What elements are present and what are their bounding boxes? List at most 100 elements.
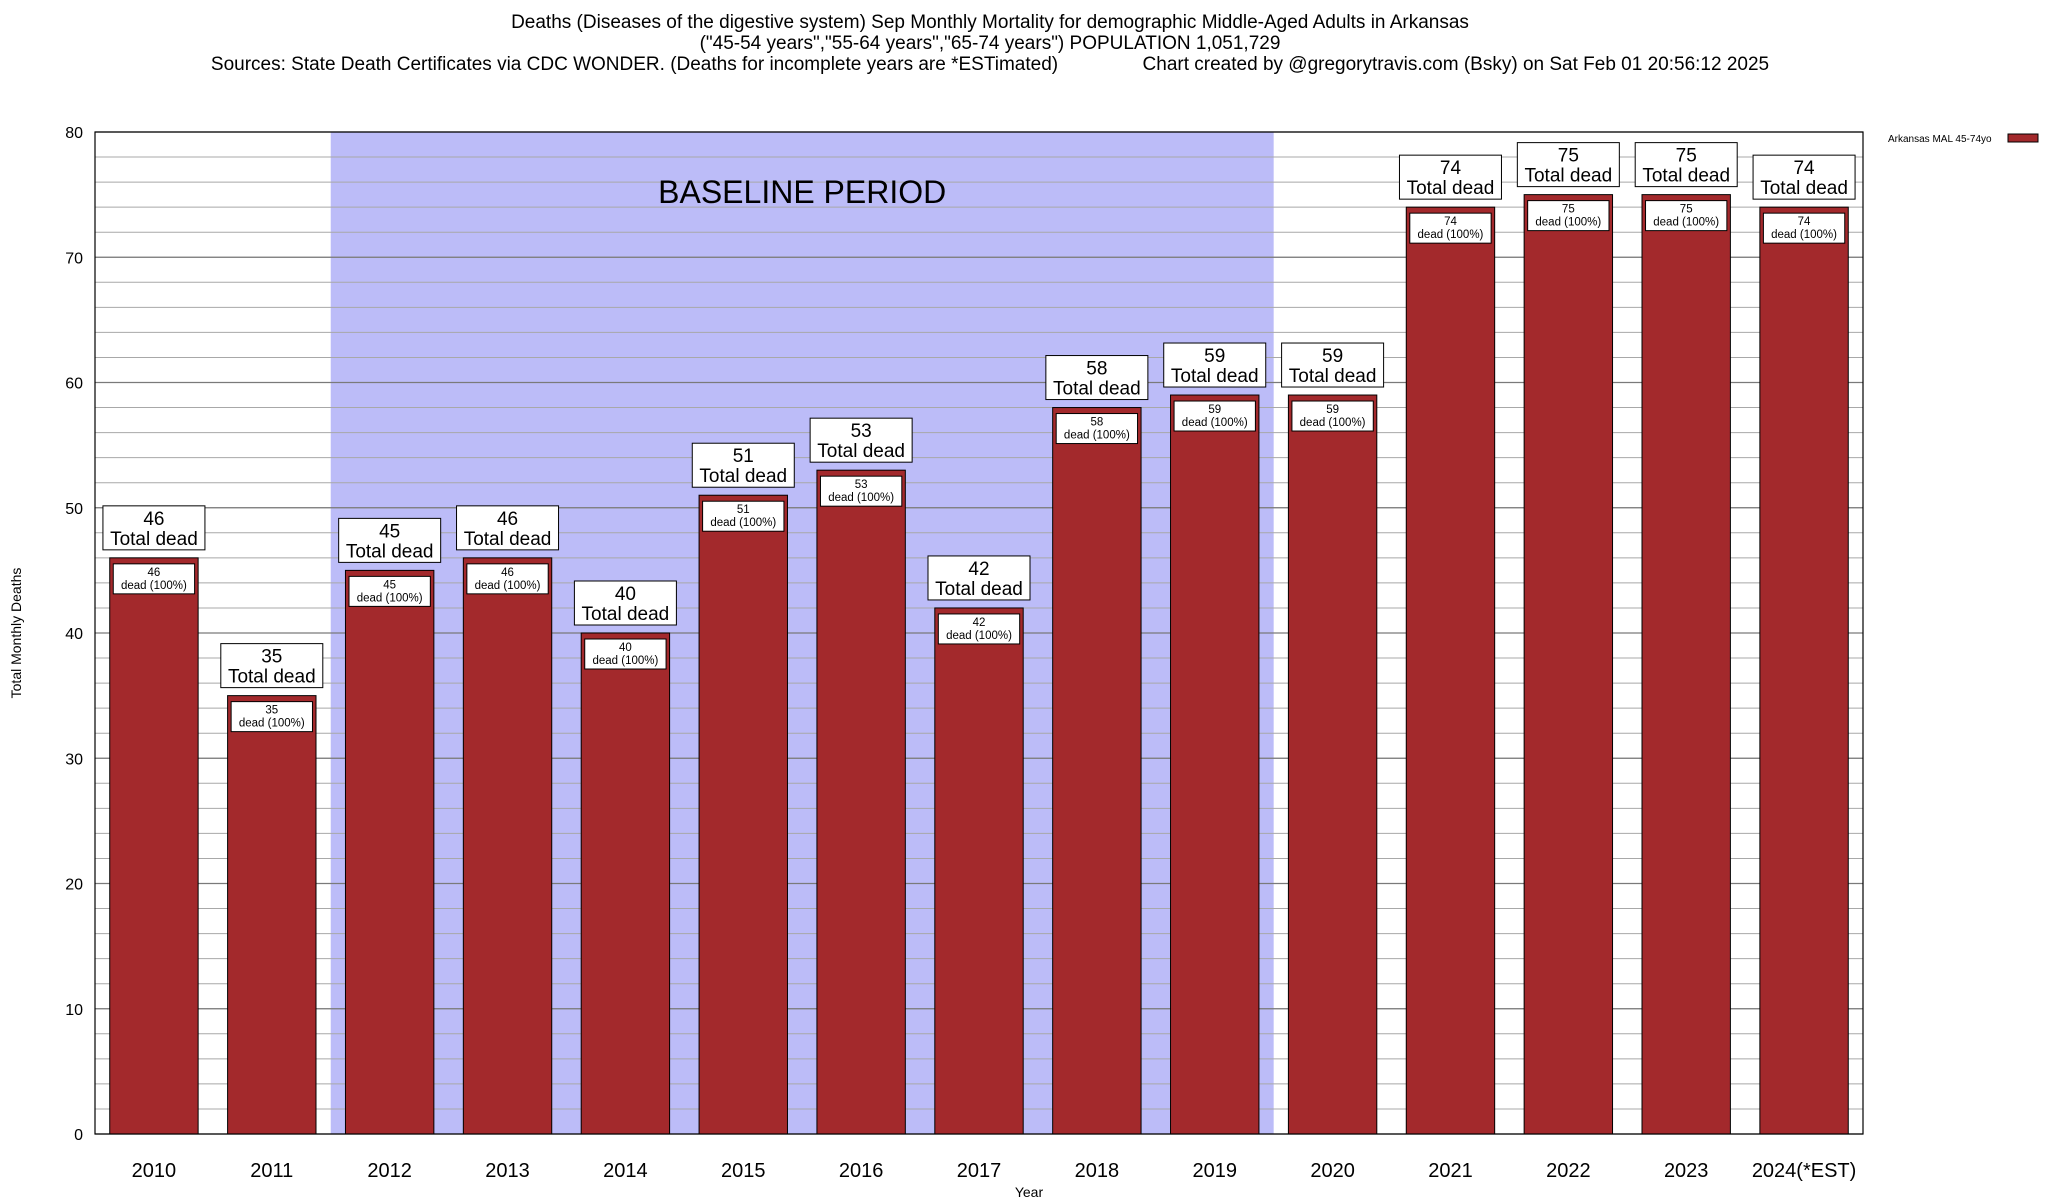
bar	[1641, 194, 1731, 1135]
bar-top-value: 51	[733, 446, 754, 467]
bar-top-label-box	[1163, 342, 1267, 388]
bar-inner-value: 53	[855, 479, 868, 491]
bar-top-value: 58	[1086, 359, 1107, 380]
bar-top-suffix: Total dead	[817, 441, 905, 462]
bar-top-value: 75	[1558, 146, 1579, 167]
plot-frame	[94, 131, 1864, 1135]
bar-inner-value: 75	[1562, 204, 1575, 216]
bar-inner-suffix: dead (100%)	[1182, 417, 1248, 429]
bar-top-suffix: Total dead	[1171, 366, 1259, 387]
bar-inner-suffix: dead (100%)	[1418, 229, 1484, 241]
bar	[1287, 394, 1378, 1135]
chart-title: Deaths (Diseases of the digestive system…	[511, 12, 1469, 33]
bar-top-label-box	[1516, 142, 1620, 188]
chart-title-block: Deaths (Diseases of the digestive system…	[0, 12, 1980, 75]
bar-inner-suffix: dead (100%)	[1300, 417, 1366, 429]
bar-inner-suffix: dead (100%)	[1535, 217, 1601, 229]
bar-inner-value: 58	[1090, 417, 1103, 429]
bar-inner-value: 51	[737, 504, 750, 516]
bar-top-suffix: Total dead	[228, 667, 316, 688]
bar-inner-label-box	[819, 475, 903, 507]
chart-source-line: Sources: State Death Certificates via CD…	[210, 54, 1770, 75]
x-tick-label: 2018	[1075, 1160, 1120, 1182]
bar	[934, 607, 1024, 1135]
bar	[580, 632, 671, 1135]
bar-inner-label-box	[1055, 413, 1139, 445]
y-tick-label: 80	[65, 125, 83, 142]
y-tick-label: 70	[65, 250, 83, 267]
bar-inner-label-box	[1762, 212, 1846, 244]
bar-inner-suffix: dead (100%)	[1653, 217, 1719, 229]
bar	[227, 695, 317, 1135]
legend-swatch	[2007, 133, 2039, 143]
bar-top-value: 53	[851, 421, 872, 442]
bar-inner-label-box	[1645, 200, 1728, 232]
bar-top-value: 46	[143, 509, 164, 530]
bar-top-label-box	[220, 643, 324, 689]
bar-inner-label-box	[466, 563, 549, 595]
x-tick-label: 2023	[1664, 1160, 1709, 1182]
bar-top-suffix: Total dead	[1289, 366, 1377, 387]
bar-top-label-box	[1281, 342, 1385, 388]
bar-inner-suffix: dead (100%)	[710, 517, 776, 529]
x-tick-label: 2014	[603, 1160, 648, 1182]
bar-top-suffix: Total dead	[1053, 379, 1141, 400]
bar-top-value: 40	[615, 584, 636, 605]
baseline-period-label: BASELINE PERIOD	[658, 174, 946, 210]
y-tick-label: 10	[65, 1002, 83, 1019]
bar-top-suffix: Total dead	[1524, 166, 1612, 187]
bar-top-label-box	[1752, 154, 1856, 200]
bar-inner-value: 74	[1798, 216, 1811, 228]
bar	[109, 557, 199, 1135]
y-tick-label: 60	[65, 376, 83, 393]
bar-inner-label-box	[230, 701, 313, 733]
chart-subtitle: ("45-54 years","55-64 years","65-74 year…	[699, 33, 1281, 54]
bar-inner-value: 46	[148, 567, 161, 579]
bar-top-value: 59	[1204, 346, 1225, 367]
x-tick-label: 2022	[1546, 1160, 1591, 1182]
bar-inner-suffix: dead (100%)	[946, 630, 1012, 642]
bar-top-label-box	[927, 555, 1031, 601]
bar-inner-suffix: dead (100%)	[239, 718, 305, 730]
x-tick-label: 2024(*EST)	[1752, 1160, 1857, 1182]
bar	[1523, 194, 1614, 1135]
bar-top-label-box	[456, 505, 560, 551]
x-tick-label: 2015	[721, 1160, 766, 1182]
bar-top-value: 75	[1676, 146, 1697, 167]
bar-top-suffix: Total dead	[935, 579, 1023, 600]
bar-inner-suffix: dead (100%)	[475, 580, 541, 592]
bar-top-suffix: Total dead	[110, 529, 198, 550]
bar-inner-value: 40	[619, 642, 632, 654]
x-tick-label: 2020	[1310, 1160, 1355, 1182]
bar-inner-label-box	[348, 575, 431, 607]
bar-inner-value: 35	[265, 705, 278, 717]
bar	[1759, 206, 1849, 1135]
x-tick-label: 2019	[1192, 1160, 1237, 1182]
bar-top-label-box	[691, 442, 795, 488]
bar-top-label-box	[102, 505, 206, 551]
bar	[698, 494, 788, 1135]
x-tick-label: 2021	[1428, 1160, 1473, 1182]
bar-top-suffix: Total dead	[346, 541, 434, 562]
bar-top-value: 35	[261, 647, 282, 668]
y-tick-label: 20	[65, 877, 83, 894]
bar-inner-value: 42	[973, 617, 986, 629]
bar-top-suffix: Total dead	[464, 529, 552, 550]
x-tick-label: 2011	[250, 1160, 293, 1182]
bar-top-label-box	[1045, 355, 1149, 401]
bar-inner-suffix: dead (100%)	[592, 655, 658, 667]
bar-top-suffix: Total dead	[699, 466, 787, 487]
bar-inner-label-box	[1409, 212, 1492, 244]
y-tick-label: 50	[65, 501, 83, 518]
bar-top-label-box	[1634, 142, 1738, 188]
bar-inner-value: 74	[1444, 216, 1457, 228]
bar-inner-label-box	[702, 500, 785, 532]
x-tick-label: 2017	[957, 1160, 1002, 1182]
legend-label: Arkansas MAL 45-74yo	[1888, 134, 1992, 145]
bar	[1052, 407, 1142, 1135]
bar-inner-label-box	[112, 563, 196, 595]
bar-inner-label-box	[1527, 200, 1610, 232]
bar-inner-value: 46	[501, 567, 514, 579]
bar-top-label-box	[338, 517, 442, 563]
